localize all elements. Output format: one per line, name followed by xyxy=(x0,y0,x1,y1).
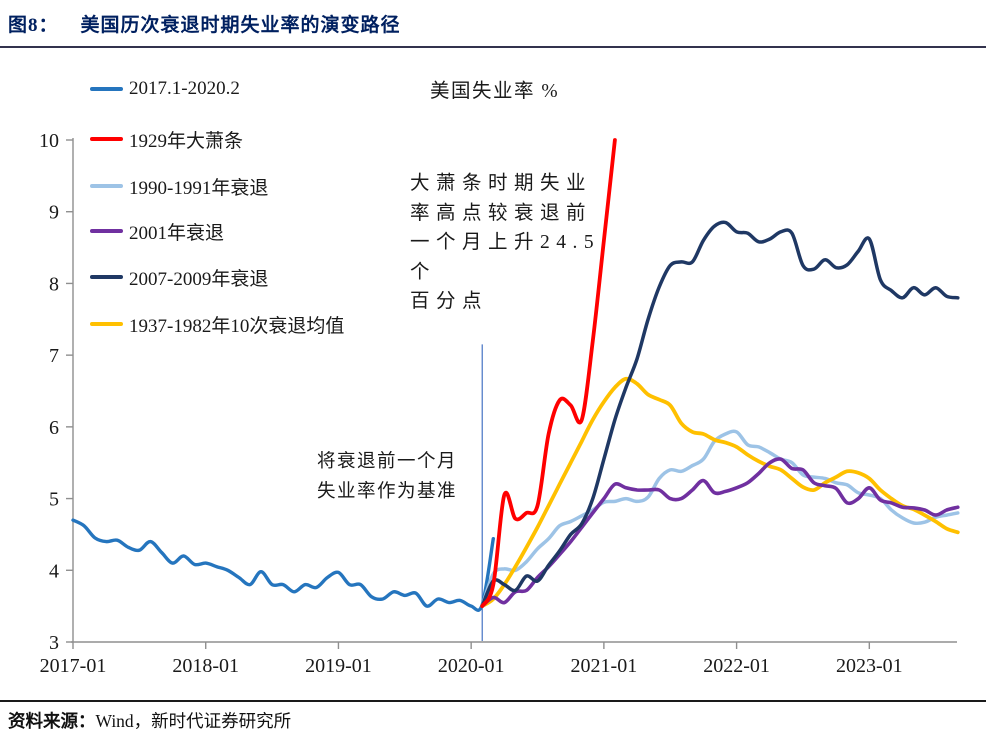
source-line: 资料来源：Wind，新时代证券研究所 xyxy=(8,708,291,733)
legend-label: 1929年大萧条 xyxy=(129,130,244,152)
svg-text:2022-01: 2022-01 xyxy=(703,655,770,677)
svg-text:3: 3 xyxy=(49,632,59,654)
svg-text:7: 7 xyxy=(49,345,59,367)
source-text: Wind，新时代证券研究所 xyxy=(95,711,292,731)
legend-item-1937-1982-mean: 1937-1982年10次衰退均值 xyxy=(90,313,345,337)
figure-title: 图8： 美国历次衰退时期失业率的演变路径 xyxy=(8,10,401,37)
legend-label: 2001年衰退 xyxy=(129,222,225,244)
svg-text:2018-01: 2018-01 xyxy=(172,655,239,677)
source-label: 资料来源： xyxy=(8,711,96,731)
svg-text:2023-01: 2023-01 xyxy=(836,655,903,677)
figure-label: 图8： xyxy=(8,15,59,36)
svg-text:10: 10 xyxy=(39,130,59,152)
figure-title-text: 美国历次衰退时期失业率的演变路径 xyxy=(80,15,401,36)
legend-label: 1990-1991年衰退 xyxy=(129,177,269,199)
legend-label: 2007-2009年衰退 xyxy=(129,268,269,290)
svg-text:9: 9 xyxy=(49,202,59,224)
legend-swatch xyxy=(90,275,123,279)
annotation-depression-note: 大萧条时期失业 率高点较衰退前 一个月上升24.5个 百分点 xyxy=(410,173,601,312)
legend-item-1990-1991: 1990-1991年衰退 xyxy=(90,175,269,199)
annotation-baseline-note: 将衰退前一个月 失业率作为基准 xyxy=(316,452,457,502)
legend-label: 2017.1-2020.2 xyxy=(129,78,240,99)
svg-text:2021-01: 2021-01 xyxy=(571,655,638,677)
legend-swatch xyxy=(90,87,123,91)
svg-text:2019-01: 2019-01 xyxy=(305,655,372,677)
chart-title: 美国失业率 % xyxy=(430,81,560,102)
legend-item-2007-2009: 2007-2009年衰退 xyxy=(90,266,269,290)
legend-swatch xyxy=(90,322,123,326)
svg-text:8: 8 xyxy=(49,273,59,295)
legend-swatch xyxy=(90,229,123,233)
footer-divider xyxy=(0,700,986,702)
svg-text:6: 6 xyxy=(49,417,59,439)
legend-item-1929-depression: 1929年大萧条 xyxy=(90,128,244,152)
legend-item-2017-2020: 2017.1-2020.2 xyxy=(90,78,240,100)
svg-text:5: 5 xyxy=(49,489,59,511)
legend-label: 1937-1982年10次衰退均值 xyxy=(129,315,345,337)
title-divider xyxy=(0,46,986,48)
legend-swatch xyxy=(90,184,123,188)
svg-text:2020-01: 2020-01 xyxy=(438,655,505,677)
svg-text:4: 4 xyxy=(49,560,59,582)
legend-item-2001: 2001年衰退 xyxy=(90,220,225,244)
svg-text:2017-01: 2017-01 xyxy=(40,655,107,677)
legend-swatch xyxy=(90,137,123,141)
